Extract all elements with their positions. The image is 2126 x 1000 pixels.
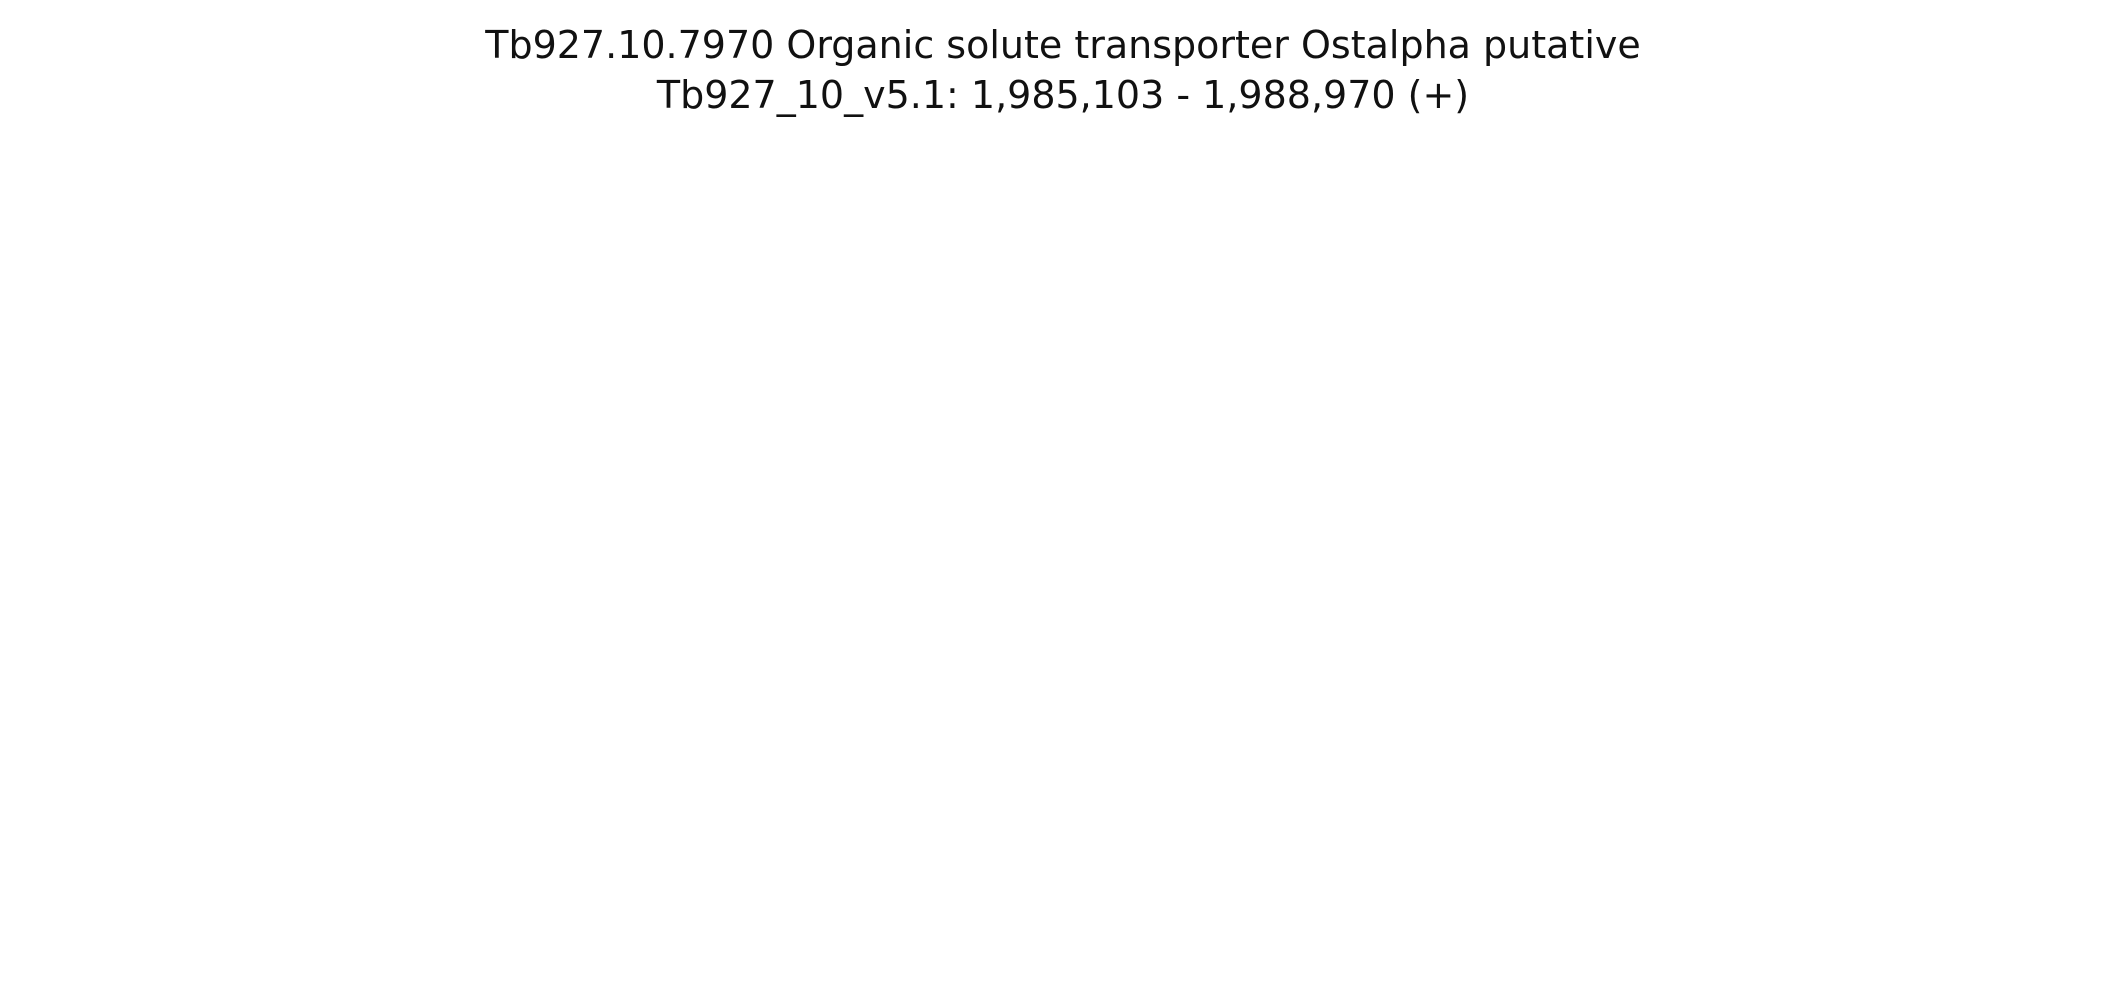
chart-title: Tb927.10.7970 Organic solute transporter… bbox=[484, 23, 1641, 67]
chart-subtitle: Tb927_10_v5.1: 1,985,103 - 1,988,970 (+) bbox=[656, 73, 1469, 117]
